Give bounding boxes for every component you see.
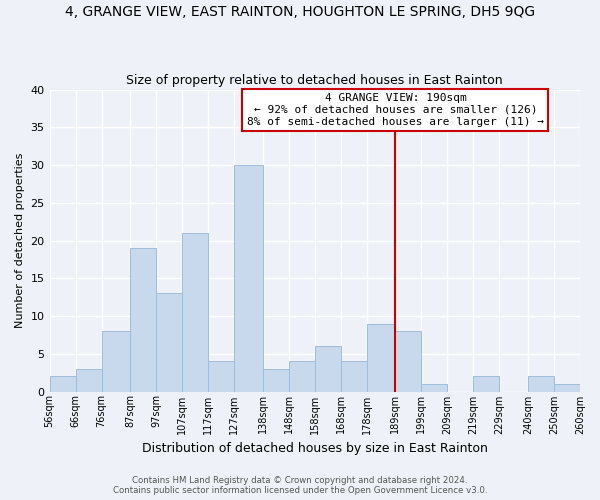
- Bar: [341, 362, 367, 392]
- Bar: [234, 165, 263, 392]
- Bar: [156, 294, 182, 392]
- Bar: [528, 376, 554, 392]
- Bar: [421, 384, 448, 392]
- Bar: [367, 324, 395, 392]
- Text: 4 GRANGE VIEW: 190sqm
← 92% of detached houses are smaller (126)
8% of semi-deta: 4 GRANGE VIEW: 190sqm ← 92% of detached …: [247, 94, 544, 126]
- Bar: [130, 248, 156, 392]
- Bar: [50, 376, 76, 392]
- Bar: [315, 346, 341, 392]
- Bar: [395, 331, 421, 392]
- Bar: [554, 384, 580, 392]
- Bar: [289, 362, 315, 392]
- Bar: [208, 362, 234, 392]
- Text: 4, GRANGE VIEW, EAST RAINTON, HOUGHTON LE SPRING, DH5 9QG: 4, GRANGE VIEW, EAST RAINTON, HOUGHTON L…: [65, 5, 535, 19]
- Bar: [76, 369, 101, 392]
- Text: Contains HM Land Registry data © Crown copyright and database right 2024.
Contai: Contains HM Land Registry data © Crown c…: [113, 476, 487, 495]
- Bar: [101, 331, 130, 392]
- Bar: [182, 233, 208, 392]
- Y-axis label: Number of detached properties: Number of detached properties: [15, 153, 25, 328]
- Bar: [473, 376, 499, 392]
- X-axis label: Distribution of detached houses by size in East Rainton: Distribution of detached houses by size …: [142, 442, 488, 455]
- Title: Size of property relative to detached houses in East Rainton: Size of property relative to detached ho…: [127, 74, 503, 87]
- Bar: [263, 369, 289, 392]
